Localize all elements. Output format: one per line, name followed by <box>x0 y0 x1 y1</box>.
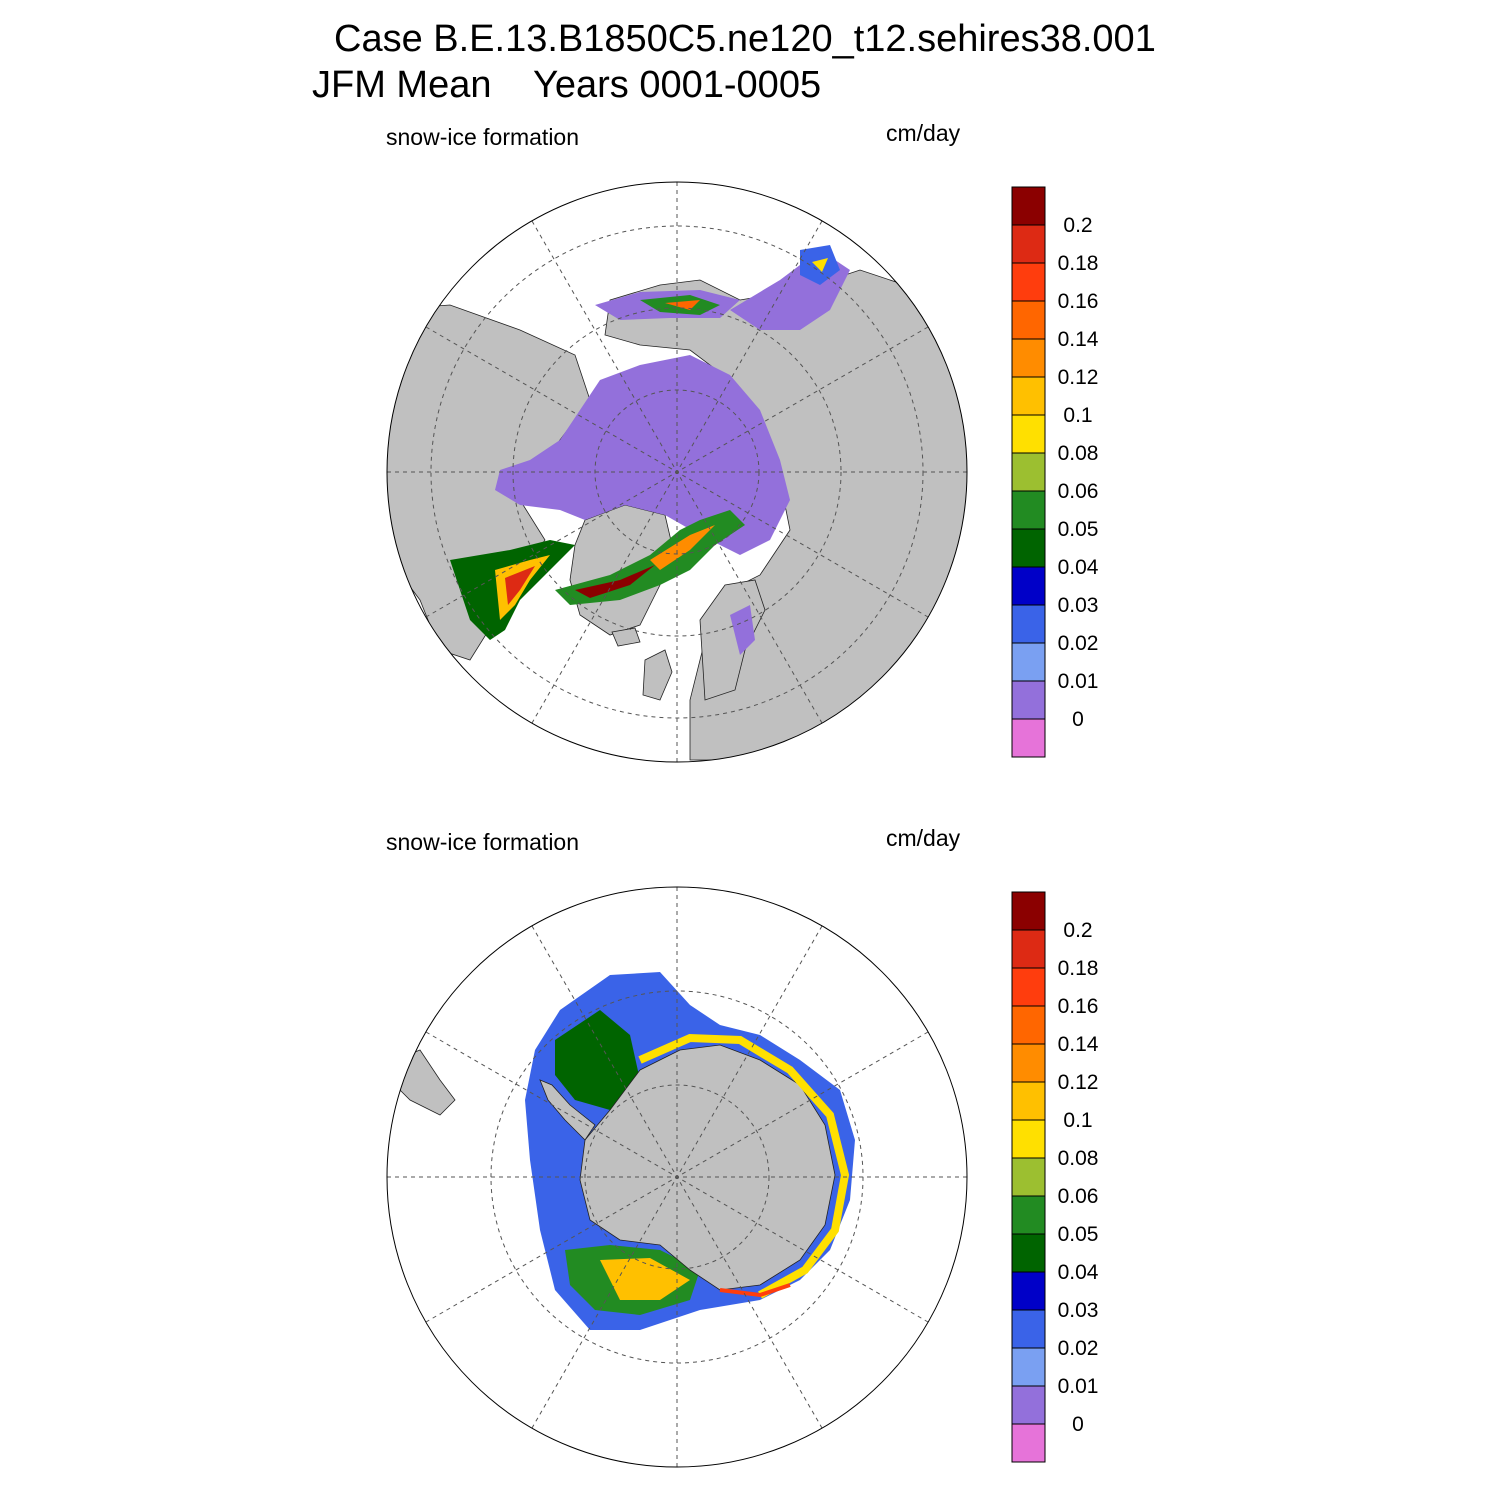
south-colorbar-tick-label: 0.2 <box>1063 919 1092 942</box>
south-colorbar-tick-label: 0.16 <box>1058 995 1099 1018</box>
north-colorbar-swatch <box>1011 490 1046 530</box>
north-colorbar-tick-label: 0.01 <box>1058 670 1099 693</box>
south-colorbar-tick-label: 0 <box>1072 1413 1084 1436</box>
south-colorbar-tick-label: 0.05 <box>1058 1223 1099 1246</box>
south-colorbar-tick-label: 0.14 <box>1058 1033 1099 1056</box>
north-colorbar-tick-label: 0.08 <box>1058 442 1099 465</box>
north-colorbar-tick-label: 0.1 <box>1063 404 1092 427</box>
okhotsk-sea-ice-band-core <box>812 258 828 272</box>
south-colorbar-swatch <box>1011 1271 1046 1311</box>
south-colorbar-tick-label: 0.18 <box>1058 957 1099 980</box>
south-colorbar-swatch <box>1011 1195 1046 1235</box>
north-colorbar-tick-label: 0.14 <box>1058 328 1099 351</box>
north-panel-units-label: cm/day <box>886 120 961 146</box>
north-colorbar-swatch <box>1011 528 1046 568</box>
figure-title-case: Case B.E.13.B1850C5.ne120_t12.sehires38.… <box>334 18 1156 60</box>
weddell-sea-ice-field <box>555 1010 640 1110</box>
north-colorbar: 0.2 0.18 0.16 0.14 0.12 0.1 0.08 0.06 0.05 0.04 0.… <box>1011 186 1099 758</box>
north-colorbar-swatch <box>1011 262 1046 302</box>
british-isles-land <box>642 649 673 701</box>
north-colorbar-swatch <box>1011 604 1046 644</box>
north-colorbar-swatch <box>1011 224 1046 264</box>
south-colorbar-swatch <box>1011 1385 1046 1425</box>
south-colorbar-tick-label: 0.01 <box>1058 1375 1099 1398</box>
north-colorbar-tick-label: 0.2 <box>1063 214 1092 237</box>
south-colorbar-swatch <box>1011 891 1046 931</box>
north-colorbar-tick-label: 0.02 <box>1058 632 1099 655</box>
north-graticule <box>387 182 967 762</box>
south-colorbar-tick-label: 0.02 <box>1058 1337 1099 1360</box>
antarctica-land <box>579 1044 836 1291</box>
bering-sea-ice-band-core <box>665 300 700 310</box>
south-colorbar-swatch <box>1011 967 1046 1007</box>
south-colorbar-swatch <box>1011 1081 1046 1121</box>
south-colorbar-tick-label: 0.06 <box>1058 1185 1099 1208</box>
north-colorbar-swatch <box>1011 300 1046 340</box>
north-colorbar-tick-label: 0 <box>1072 708 1084 731</box>
north-colorbar-tick-label: 0.05 <box>1058 518 1099 541</box>
north-colorbar-tick-label: 0.16 <box>1058 290 1099 313</box>
north-colorbar-swatch <box>1011 414 1046 454</box>
north-colorbar-swatch <box>1011 376 1046 416</box>
north-colorbar-swatch <box>1011 718 1046 758</box>
north-colorbar-tick-label: 0.12 <box>1058 366 1099 389</box>
north-colorbar-swatch <box>1011 566 1046 606</box>
south-colorbar-swatch <box>1011 1043 1046 1083</box>
south-colorbar-tick-label: 0.08 <box>1058 1147 1099 1170</box>
south-colorbar-swatch <box>1011 1119 1046 1159</box>
north-colorbar-swatch <box>1011 338 1046 378</box>
north-colorbar-tick-label: 0.03 <box>1058 594 1099 617</box>
south-polar-map <box>386 886 968 1468</box>
south-colorbar-swatch <box>1011 1347 1046 1387</box>
south-colorbar-swatch <box>1011 1233 1046 1273</box>
north-colorbar-swatch <box>1011 452 1046 492</box>
east-greenland-sea-ice-band-core <box>575 565 655 598</box>
north-colorbar-swatch <box>1011 186 1046 226</box>
iceland-land <box>611 627 641 647</box>
baltic-sea-ice-field <box>730 605 755 655</box>
east-greenland-sea-ice-band-warm <box>650 525 715 570</box>
figure-title-period: JFM Mean Years 0001-0005 <box>312 64 822 106</box>
south-colorbar-tick-label: 0.12 <box>1058 1071 1099 1094</box>
south-colorbar-swatch <box>1011 1005 1046 1045</box>
north-colorbar-tick-label: 0.04 <box>1058 556 1099 579</box>
arctic-sea-ice-field <box>495 355 790 555</box>
labrador-sea-ice-band-peak <box>505 566 535 605</box>
south-colorbar-swatch <box>1011 1423 1046 1463</box>
north-panel-variable-label: snow-ice formation <box>386 124 580 150</box>
south-panel-variable-label: snow-ice formation <box>386 829 580 855</box>
south-colorbar-swatch <box>1011 1309 1046 1349</box>
south-panel-units-label: cm/day <box>886 825 961 851</box>
antarctic-peninsula-land <box>539 1079 596 1141</box>
south-colorbar-tick-label: 0.03 <box>1058 1299 1099 1322</box>
north-colorbar-tick-label: 0.06 <box>1058 480 1099 503</box>
south-colorbar-tick-label: 0.1 <box>1063 1109 1092 1132</box>
south-colorbar-tick-label: 0.04 <box>1058 1261 1099 1284</box>
south-graticule <box>387 887 967 1467</box>
antarctic-coastal-sea-ice-peak <box>719 1283 791 1298</box>
south-colorbar-swatch <box>1011 1157 1046 1197</box>
north-colorbar-swatch <box>1011 680 1046 720</box>
south-colorbar-swatch <box>1011 929 1046 969</box>
north-colorbar-tick-label: 0.18 <box>1058 252 1099 275</box>
south-colorbar: 0.2 0.18 0.16 0.14 0.12 0.1 0.08 0.06 0.05 0.04 0.… <box>1011 891 1099 1463</box>
north-colorbar-swatch <box>1011 642 1046 682</box>
north-polar-map <box>386 181 968 763</box>
